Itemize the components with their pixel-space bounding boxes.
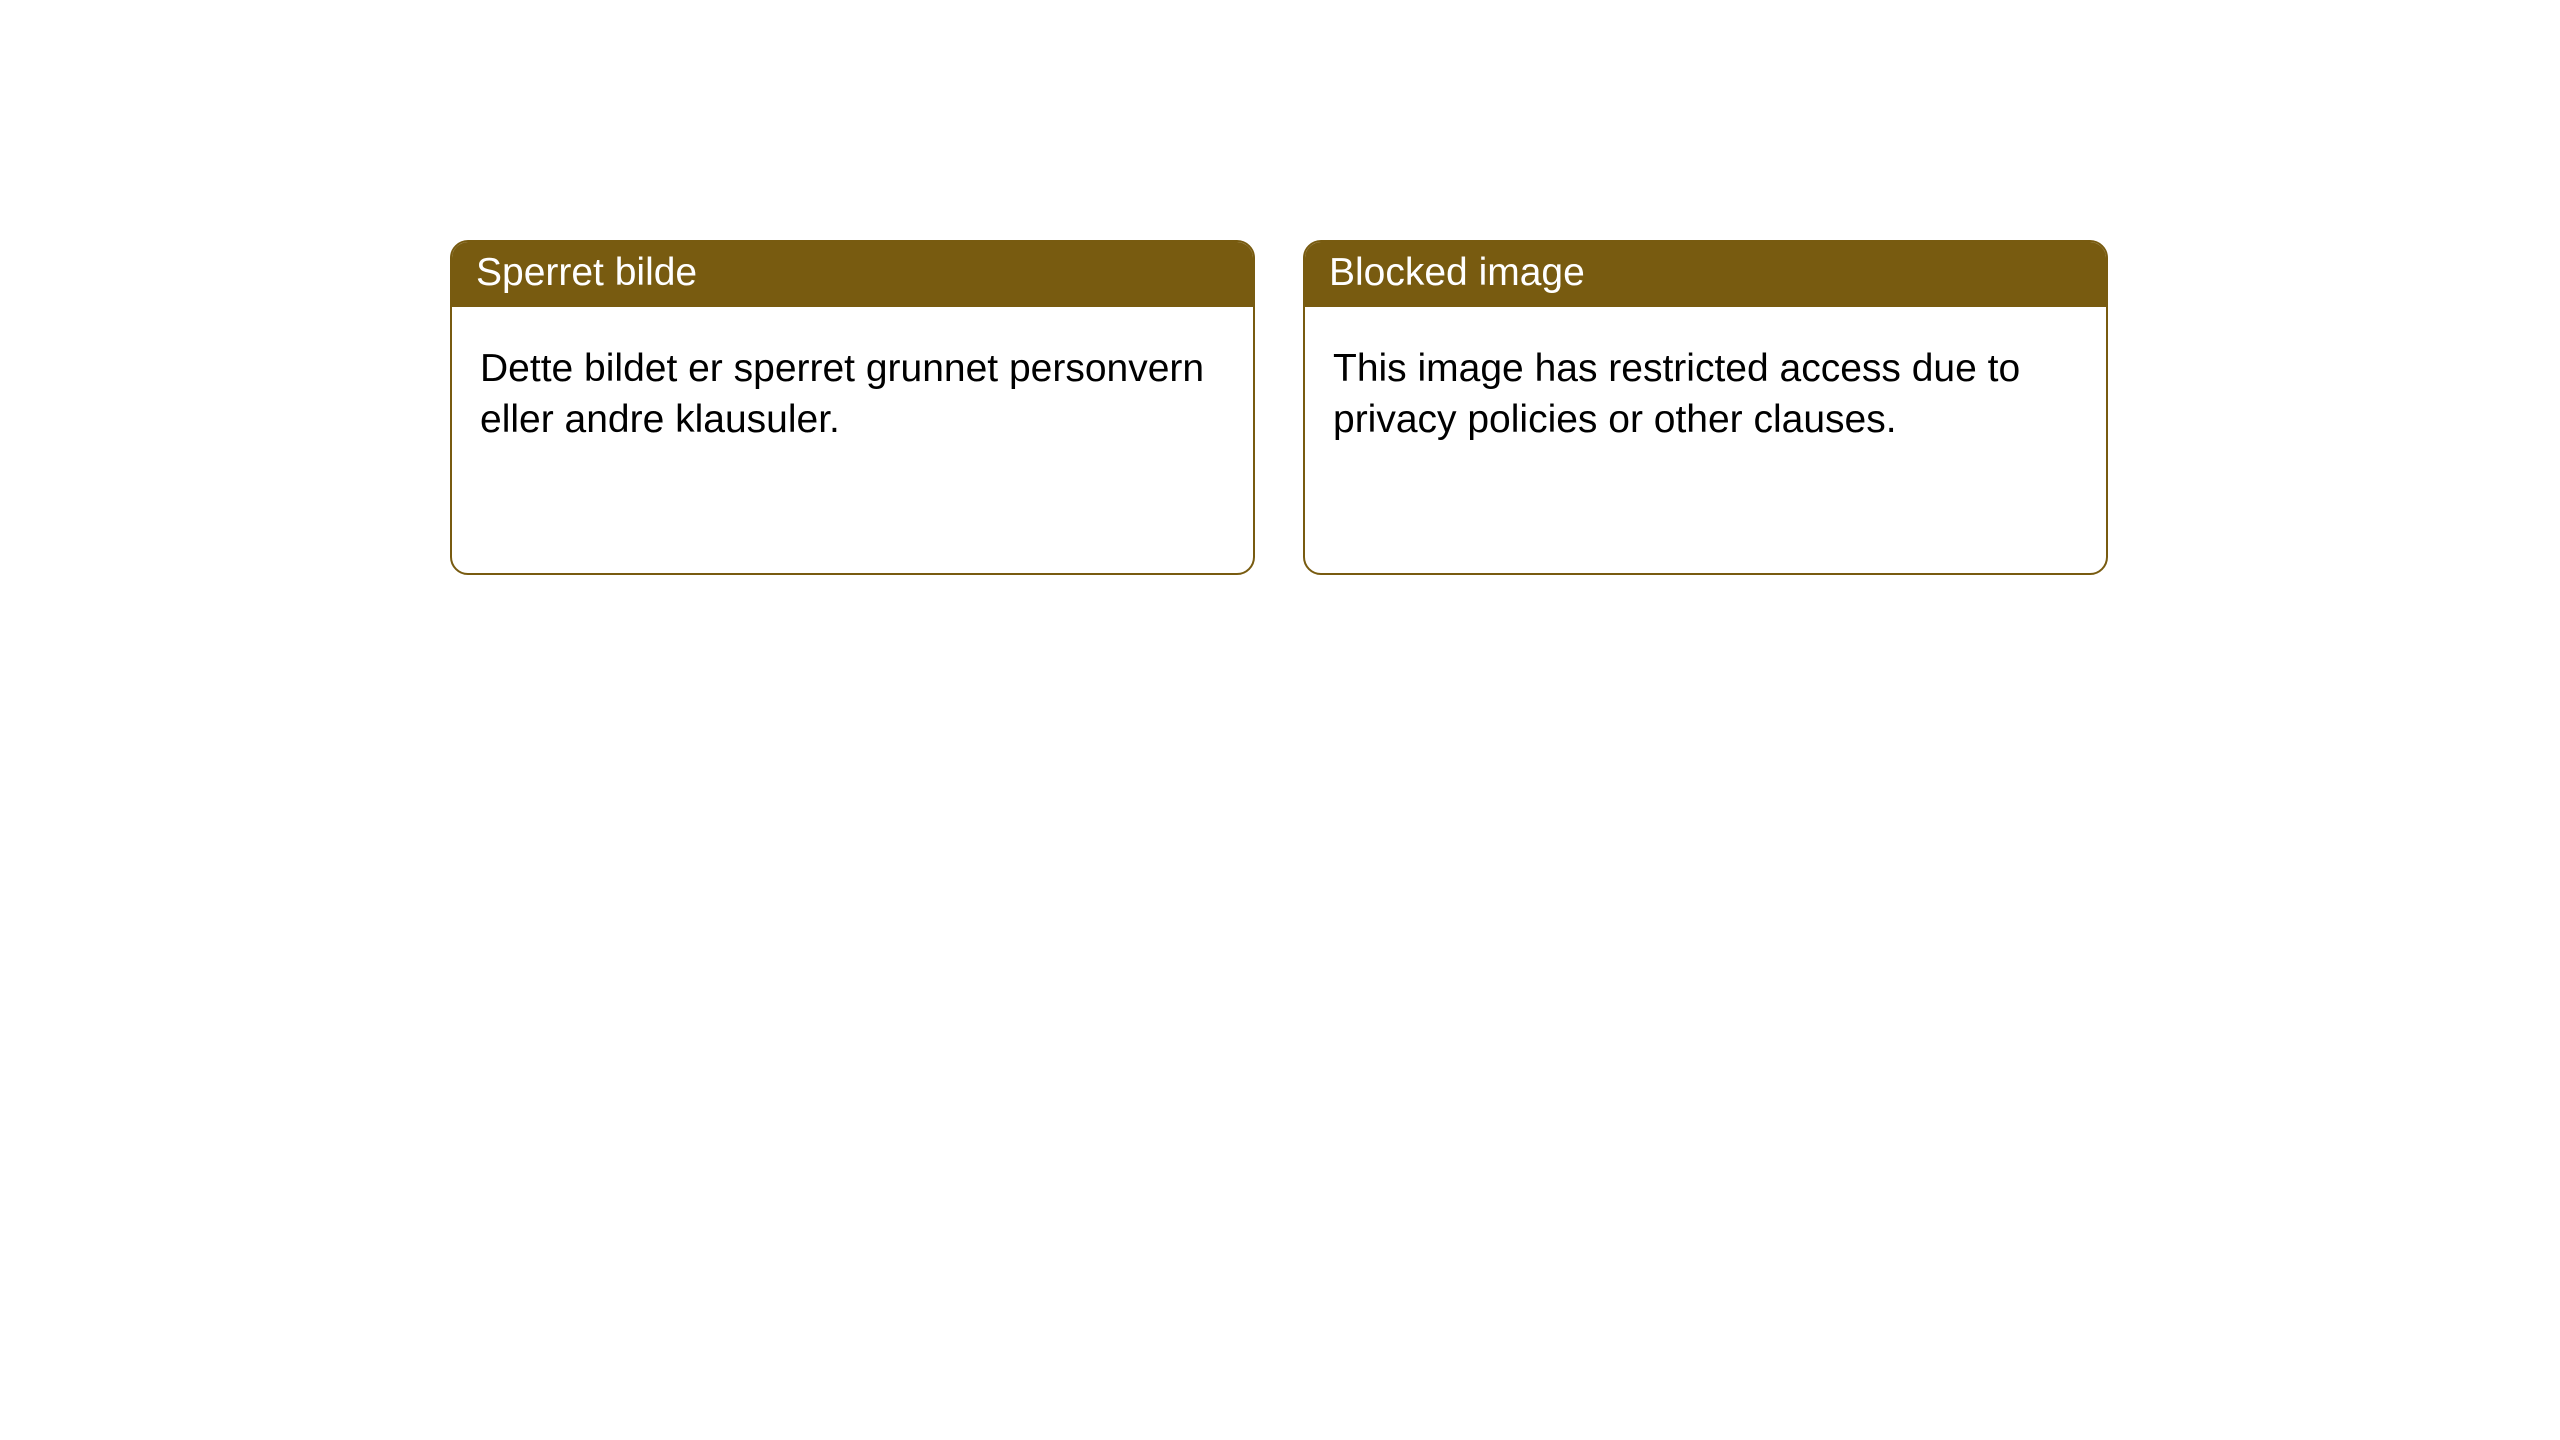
notice-title-norwegian: Sperret bilde	[452, 242, 1253, 307]
notice-card-english: Blocked image This image has restricted …	[1303, 240, 2108, 575]
notice-card-norwegian: Sperret bilde Dette bildet er sperret gr…	[450, 240, 1255, 575]
notice-body-norwegian: Dette bildet er sperret grunnet personve…	[452, 307, 1253, 482]
notice-title-english: Blocked image	[1305, 242, 2106, 307]
notice-container: Sperret bilde Dette bildet er sperret gr…	[0, 0, 2560, 575]
notice-body-english: This image has restricted access due to …	[1305, 307, 2106, 482]
